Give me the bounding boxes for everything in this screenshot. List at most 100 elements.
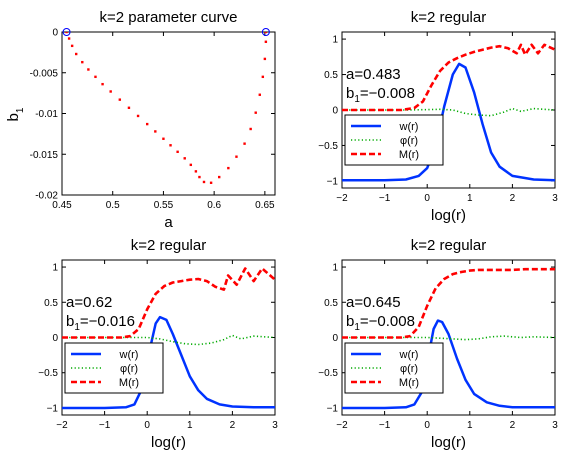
chart-panel-1: k=2 parameter curve 0.45 0.5 0.55 0.6 0.65 0 -0… — [5, 9, 276, 231]
series-line — [62, 315, 275, 410]
data-point — [146, 122, 149, 126]
y-tick-label: 1 — [332, 263, 338, 274]
legend-label: w(r) — [399, 121, 419, 133]
data-point — [263, 57, 267, 61]
data-point — [243, 142, 246, 145]
data-point — [202, 180, 206, 184]
data-point — [154, 130, 157, 133]
chart-panel-3: k=2 regular −2 −1 0 1 2 3 1 0.5 0 −0.5 −1 log(r) a=0.… — [38, 237, 278, 451]
y-tick-label: −0.5 — [38, 368, 58, 379]
data-point — [87, 68, 90, 71]
y-tick-label: −1 — [47, 403, 59, 414]
series-line — [62, 334, 275, 346]
data-point — [235, 155, 238, 158]
data-point — [75, 52, 78, 56]
x-tick-label: 1 — [467, 420, 473, 431]
data-point — [94, 75, 97, 79]
x-tick-label: −1 — [99, 420, 111, 431]
data-point — [81, 60, 84, 64]
data-point — [227, 166, 230, 170]
x-tick-label: 1 — [187, 420, 193, 431]
legend-label: M(r) — [399, 149, 419, 161]
data-point — [209, 181, 213, 184]
x-tick-label: 0 — [424, 420, 430, 431]
series-line — [342, 335, 555, 341]
data-point — [136, 114, 140, 118]
y-tick-label: 1 — [52, 263, 58, 274]
legend-label: M(r) — [399, 377, 419, 389]
legend: w(r) φ(r) M(r) — [64, 342, 164, 394]
data-point — [162, 137, 165, 140]
data-point — [101, 82, 104, 86]
data-point — [258, 93, 261, 96]
parameter-a-label: a=0.645 — [346, 294, 401, 311]
legend-box — [344, 342, 444, 394]
data-point — [169, 144, 172, 147]
data-point — [261, 75, 265, 79]
legend-box — [64, 342, 164, 394]
series-line — [342, 107, 555, 117]
chart-title: k=2 regular — [411, 9, 486, 26]
x-tick-label: −2 — [56, 420, 68, 431]
x-tick-label: 3 — [552, 193, 558, 204]
x-tick-label: −2 — [336, 193, 348, 204]
data-point — [189, 163, 193, 167]
chart-title: k=2 regular — [411, 237, 486, 254]
y-tick-label: -0.015 — [30, 150, 59, 161]
x-axis-label: log(r) — [431, 434, 466, 451]
legend: w(r) φ(r) M(r) — [344, 114, 444, 166]
x-tick-label: 0 — [424, 193, 430, 204]
data-point — [65, 32, 68, 34]
x-tick-label: 2 — [510, 193, 516, 204]
endpoint-marker — [62, 28, 71, 36]
legend-label: w(r) — [119, 349, 139, 361]
x-tick-label: −1 — [379, 420, 391, 431]
x-tick-label: 0.65 — [255, 200, 275, 211]
y-tick-label: -0.01 — [35, 109, 58, 120]
x-tick-label: 0.6 — [207, 200, 221, 211]
parameter-a-label: a=0.62 — [66, 294, 112, 311]
endpoint-marker — [261, 28, 270, 36]
x-tick-label: −2 — [336, 420, 348, 431]
x-tick-label: 0.55 — [154, 200, 174, 211]
data-point — [67, 37, 71, 40]
x-axis-label: log(r) — [151, 434, 186, 451]
legend-label: φ(r) — [400, 363, 418, 375]
y-tick-label: 0.5 — [324, 70, 338, 81]
y-tick-label: 0 — [52, 333, 58, 344]
y-tick-label: 0 — [332, 333, 338, 344]
parameter-b-label: b1=−0.008 — [346, 85, 415, 105]
series-line — [342, 62, 555, 182]
series-line — [342, 319, 555, 410]
plot-area — [62, 267, 275, 410]
data-point — [264, 32, 268, 34]
x-axis-label: a — [164, 214, 173, 231]
plot-area — [342, 43, 555, 182]
chart-panel-2: k=2 regular −2 −1 0 1 2 3 1 0.5 0 −0.5 −1 log(r) a=0.… — [318, 9, 558, 224]
legend-label: M(r) — [119, 377, 139, 389]
data-point — [254, 111, 257, 114]
parameter-b-label: b1=−0.008 — [346, 313, 415, 333]
data-point — [109, 90, 112, 93]
series-line — [62, 267, 275, 339]
data-point — [198, 175, 201, 179]
y-tick-label: 0.5 — [44, 298, 58, 309]
x-tick-label: −1 — [379, 193, 391, 204]
legend-label: φ(r) — [400, 135, 418, 147]
y-axis-label: b1 — [5, 107, 26, 121]
series-line — [342, 267, 555, 339]
data-point — [218, 175, 221, 179]
legend-label: w(r) — [399, 349, 419, 361]
y-tick-label: −1 — [327, 176, 339, 187]
data-point — [194, 170, 198, 173]
parameter-a-label: a=0.483 — [346, 66, 401, 83]
y-tick-label: -0.02 — [35, 191, 58, 202]
plot-area — [65, 32, 268, 184]
data-point — [176, 150, 179, 154]
chart-title: k=2 regular — [131, 237, 206, 254]
x-tick-label: 2 — [510, 420, 516, 431]
y-tick-label: −0.5 — [318, 141, 338, 152]
y-tick-label: −1 — [327, 403, 339, 414]
y-tick-label: −0.5 — [318, 368, 338, 379]
